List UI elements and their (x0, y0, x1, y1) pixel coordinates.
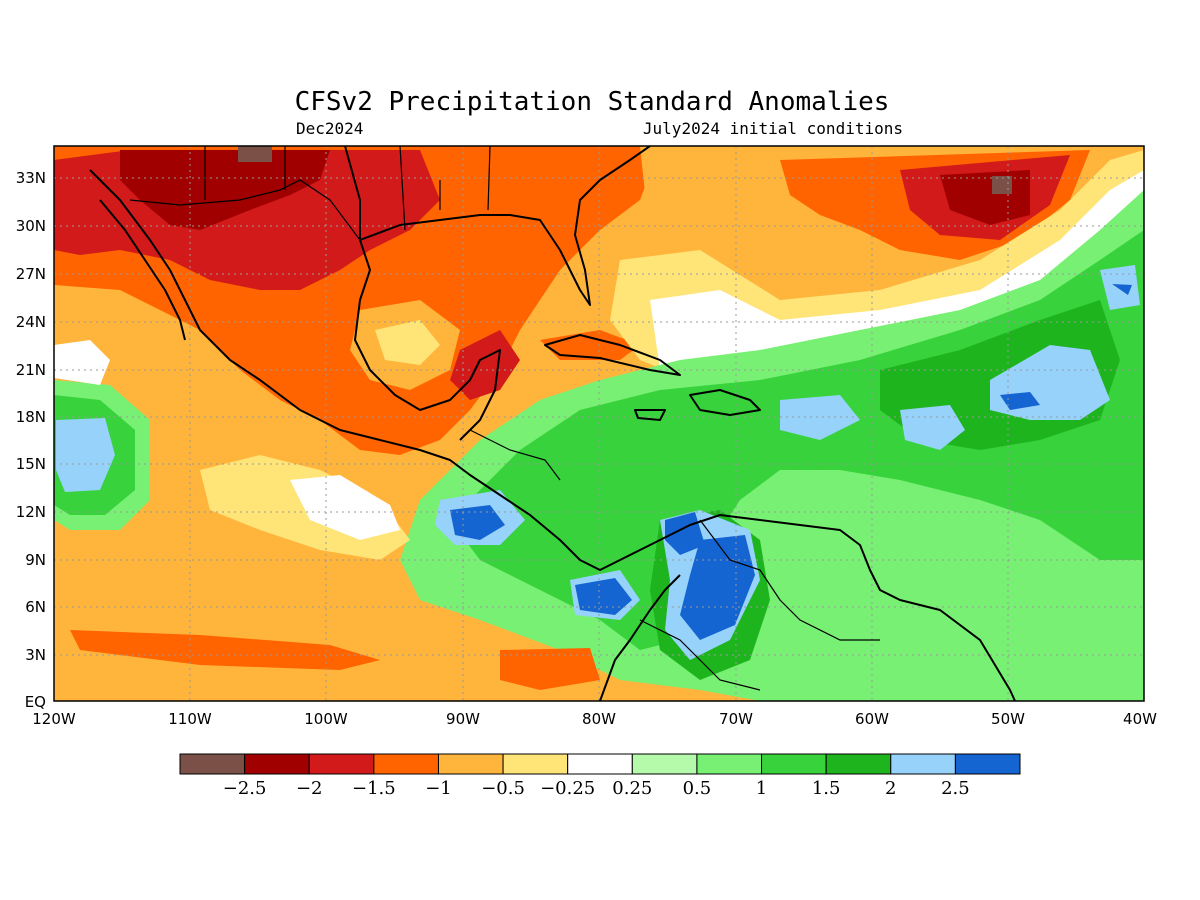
anomaly-field (54, 146, 1144, 701)
lon-tick-label: 110W (168, 710, 212, 728)
lon-tick-label: 70W (719, 710, 753, 728)
colorbar-swatch (954, 753, 1021, 775)
colorbar-label: −1 (425, 778, 452, 799)
lat-tick-label: 12N (16, 503, 46, 521)
colorbar-swatch (502, 753, 569, 775)
colorbar-swatch (308, 753, 375, 775)
pacific-very-wet-patch (56, 418, 115, 492)
colorbar-label: 2 (885, 778, 896, 799)
exceptional-dry-cell-east (992, 176, 1012, 194)
pacific-dry-strip-south (70, 630, 380, 670)
colorbar-swatch (437, 753, 504, 775)
pacific-neutral-strip (54, 340, 110, 385)
latitude-axis: 33N 30N 27N 24N 21N 18N 15N 12N 9N 6N 3N… (16, 169, 46, 711)
very-wet-patch-lesser-antilles (780, 395, 860, 440)
lat-lon-grid (54, 146, 1144, 701)
colorbar-label: −2.5 (223, 778, 267, 799)
colorbar-swatch (373, 753, 439, 775)
lat-tick-label: EQ (25, 693, 46, 711)
extreme-wet-patch-atlantic (1000, 392, 1040, 410)
colorbar-label: 2.5 (941, 778, 970, 799)
lon-tick-label: 40W (1123, 710, 1157, 728)
lat-tick-label: 6N (25, 598, 46, 616)
valid-month-label: Dec2024 (296, 119, 363, 138)
longitude-axis: 120W 110W 100W 90W 80W 70W 60W 50W 40W (32, 710, 1157, 728)
lat-tick-label: 30N (16, 217, 46, 235)
wet-region-east-moderate (450, 230, 1144, 650)
exceptional-dry-cell-west (238, 146, 272, 162)
mexico-light-patch (375, 320, 440, 365)
lon-tick-label: 90W (446, 710, 480, 728)
lon-tick-label: 120W (32, 710, 76, 728)
colorbar-swatch (890, 753, 956, 775)
lon-tick-label: 60W (855, 710, 889, 728)
colorbar-swatch (567, 753, 633, 775)
colorbar-swatch (179, 753, 246, 775)
colorbar: −2.5 −2 −1.5 −1 −0.5 −0.25 0.25 0.5 1 1.5 2 2.5 (179, 753, 1021, 799)
lon-tick-label: 50W (991, 710, 1025, 728)
colorbar-label: 0.5 (683, 778, 712, 799)
colorbar-swatch (825, 753, 892, 775)
lat-tick-label: 18N (16, 408, 46, 426)
colorbar-label: −2 (296, 778, 323, 799)
extreme-wet-patch-northeast (1112, 284, 1132, 295)
coastlines (89, 146, 1016, 701)
colorbar-label: −0.25 (540, 778, 595, 799)
map-title: CFSv2 Precipitation Standard Anomalies (295, 87, 890, 117)
colorbar-label: −1.5 (352, 778, 396, 799)
extreme-dry-region-north (120, 150, 330, 230)
lon-tick-label: 80W (582, 710, 616, 728)
initial-conditions-label: July2024 initial conditions (643, 119, 903, 138)
colorbar-label: 0.25 (612, 778, 652, 799)
lat-tick-label: 9N (25, 551, 46, 569)
lon-tick-label: 100W (304, 710, 348, 728)
lat-tick-label: 33N (16, 169, 46, 187)
colorbar-swatch (696, 753, 763, 775)
colorbar-label: 1.5 (812, 778, 841, 799)
lat-tick-label: 21N (16, 361, 46, 379)
pacific-neutral-white (290, 475, 400, 540)
cuba-dry-patch (540, 330, 640, 360)
lat-tick-label: 15N (16, 455, 46, 473)
colorbar-swatch (631, 753, 698, 775)
country-borders (129, 146, 880, 691)
lat-tick-label: 24N (16, 313, 46, 331)
extreme-wet-patch-panama (575, 578, 632, 615)
colorbar-label: 1 (756, 778, 767, 799)
colorbar-swatch (244, 753, 310, 775)
colorbar-label: −0.5 (481, 778, 525, 799)
colorbar-swatch (761, 753, 827, 775)
lat-tick-label: 3N (25, 646, 46, 664)
pacific-dry-strip-east (500, 648, 600, 690)
very-wet-patch-atlantic-2 (900, 405, 965, 450)
map-frame (53, 145, 1145, 702)
lat-tick-label: 27N (16, 265, 46, 283)
extreme-wet-patch-central-america (450, 505, 505, 540)
neutral-band-white (650, 170, 1144, 400)
